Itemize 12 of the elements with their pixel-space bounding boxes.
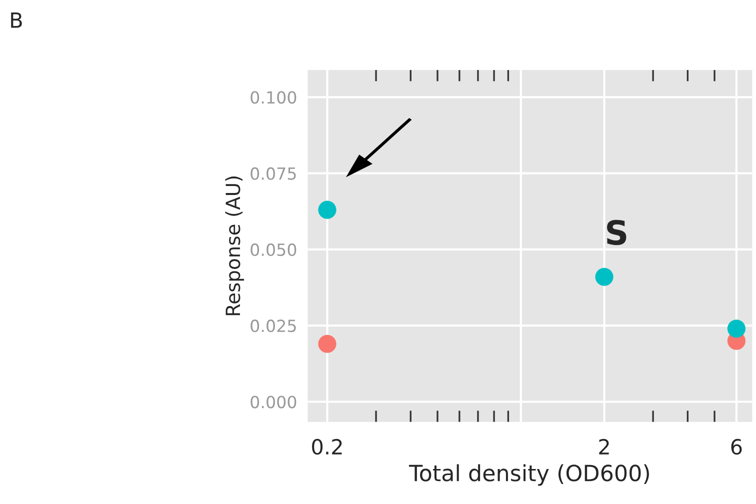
y-axis-title: Response (AU) <box>225 176 244 316</box>
x-tick-label: 0.2 <box>312 438 342 455</box>
y-tick-label: 0.000 <box>250 396 296 408</box>
y-tick-label: 0.100 <box>250 91 296 104</box>
text: B <box>11 12 22 28</box>
y-tick-label: 0.025 <box>250 320 296 332</box>
x-tick-label: 6 <box>731 438 742 455</box>
annotation: S <box>607 220 626 246</box>
y-tick-label: 0.075 <box>250 167 296 180</box>
x-axis-title: Total density (OD600) <box>408 464 649 486</box>
x-tick-label: 2 <box>599 438 609 454</box>
y-tick-label: 0.050 <box>250 243 296 256</box>
